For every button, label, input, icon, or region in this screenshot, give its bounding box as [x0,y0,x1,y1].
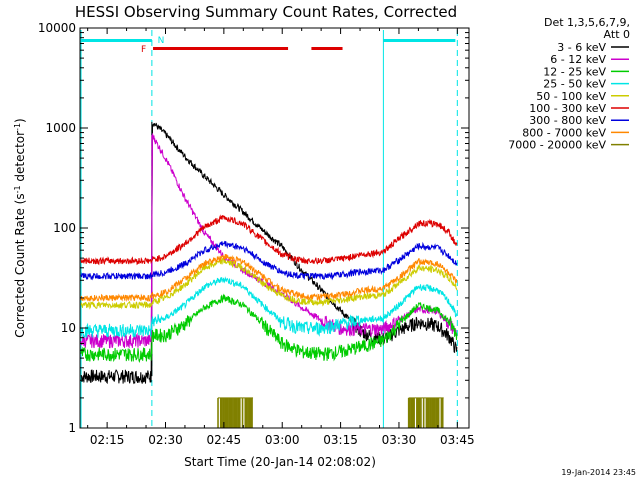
day-bar [383,39,456,42]
series-layer [80,121,458,385]
legend-label: 7000 - 20000 keV [508,139,606,152]
x-tick-label: 03:30 [382,433,417,447]
x-tick-label: 02:15 [90,433,125,447]
night-boundary-lines [80,30,458,428]
flag-markers: FN [141,36,343,55]
flare-flag-label: F [141,45,146,55]
y-axis-ticks: 1 10 100 1000 10000 [38,21,469,435]
legend-label: 100 - 300 keV [529,102,606,115]
timestamp: 19-Jan-2014 23:45 [561,468,636,477]
legend-label: 12 - 25 keV [543,65,606,78]
orbit-day-bars [81,39,456,42]
legend-label: 3 - 6 keV [557,41,606,54]
y-axis-label: Corrected Count Rate (s-1 detector-1) [13,118,27,337]
y-tick-label: 100 [53,221,76,235]
x-tick-label: 03:00 [265,433,300,447]
x-tick-label: 03:15 [323,433,358,447]
series-line [80,214,458,266]
series-line [80,133,458,349]
legend-label: 25 - 50 keV [543,78,606,91]
flare-flag-segment [153,47,289,50]
x-tick-label: 02:30 [148,433,183,447]
legend-label: 6 - 12 keV [550,53,606,66]
y-tick-label: 10 [61,321,76,335]
x-tick-label: 02:45 [207,433,242,447]
y-tick-label: 1 [68,421,76,435]
series-line [80,293,458,363]
legend-label: 300 - 800 keV [529,114,606,127]
y-tick-label: 1000 [45,121,76,135]
legend-header-attenuator: Att 0 [604,28,630,41]
series-line [80,257,458,310]
series-line [80,253,458,303]
legend-label: 50 - 100 keV [536,90,606,103]
x-tick-label: 03:45 [440,433,475,447]
x-axis-label: Start Time (20-Jan-14 02:08:02) [184,455,376,469]
series-line [80,240,458,281]
series-line [80,276,458,338]
x-axis-ticks: 02:15 02:30 02:45 03:00 03:15 03:30 03:45 [87,28,475,447]
n-flag-label: N [158,36,165,46]
y-tick-label: 10000 [38,21,76,35]
legend-header-detectors: Det 1,3,5,6,7,9, [544,16,630,29]
chart-title: HESSI Observing Summary Count Rates, Cor… [75,3,457,21]
day-bar [81,39,152,42]
flare-flag-segment [311,47,343,50]
burst-layer [217,397,444,428]
legend-label: 800 - 7000 keV [522,126,606,139]
